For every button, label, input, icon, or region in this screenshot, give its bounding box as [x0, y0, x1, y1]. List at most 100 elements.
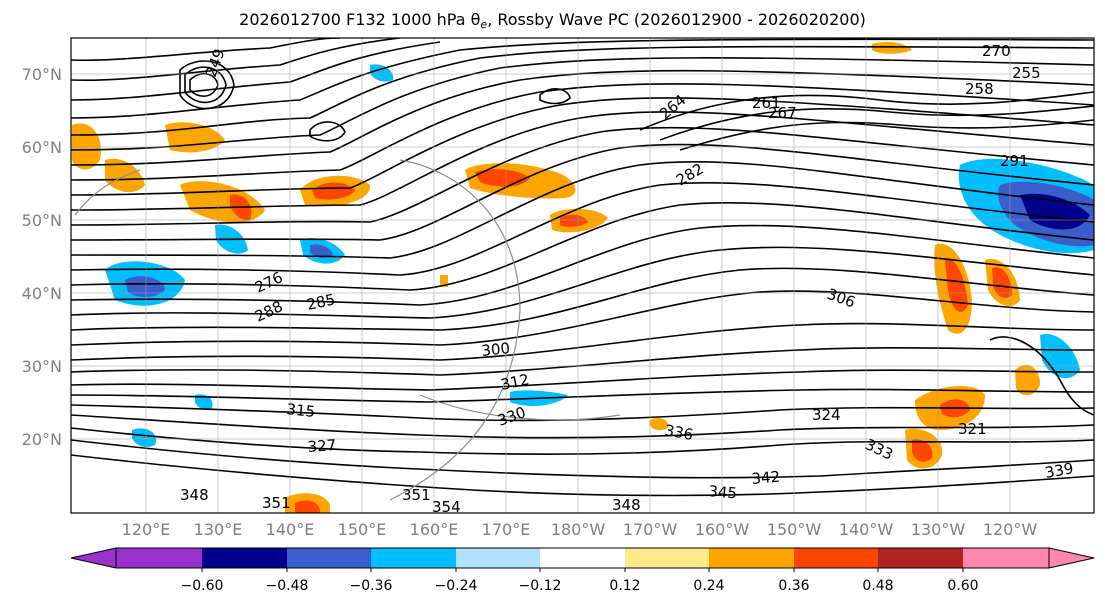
- anomaly-blob: [310, 244, 333, 258]
- contour-label: 321: [958, 420, 987, 438]
- colorbar-bin: [202, 548, 287, 568]
- lon-label: 120°W: [983, 520, 1038, 539]
- contour-line: [71, 97, 1094, 196]
- lat-label: 70°N: [22, 65, 62, 84]
- contour-label: 255: [1012, 64, 1041, 82]
- contour-line: [71, 38, 341, 62]
- colorbar-tick-label: 0.60: [947, 578, 978, 594]
- colorbar-min-extend: [70, 547, 117, 569]
- anomaly-blob: [1040, 334, 1080, 379]
- contour-line: [639, 91, 1094, 131]
- colorbar-bin: [794, 548, 878, 568]
- contour-line: [71, 69, 1094, 166]
- anomaly-blob: [650, 417, 669, 431]
- colorbar-bin: [116, 548, 202, 568]
- contour-label: 270: [982, 42, 1011, 60]
- title-prefix: 2026012700 F132 1000 hPa θ: [239, 10, 481, 29]
- contour-line: [71, 290, 1094, 346]
- colorbar-bin: [287, 548, 371, 568]
- gc-arc: [419, 394, 621, 421]
- colorbar-bin: [709, 548, 794, 568]
- anomaly-blob: [945, 259, 968, 312]
- anomaly-blob: [992, 267, 1012, 298]
- lon-label: 170°E: [482, 520, 531, 539]
- contour-label: 315: [286, 400, 316, 421]
- anomaly-blob: [312, 182, 355, 200]
- contour-line: [71, 160, 1094, 259]
- colorbar-bin: [456, 548, 540, 568]
- anomaly-blob: [912, 439, 933, 462]
- anomaly-blob: [440, 275, 448, 287]
- contour-line: [71, 126, 1094, 226]
- contour-label: 351: [402, 486, 431, 504]
- title-suffix: , Rossby Wave PC (2026012900 - 202602020…: [487, 10, 866, 29]
- contour-line: [71, 414, 1094, 439]
- contour-line: [71, 322, 1094, 361]
- contour-line: [179, 60, 235, 110]
- contour-line: [71, 246, 1094, 319]
- title-subscript: e: [480, 18, 488, 31]
- contour-line: [71, 57, 1094, 151]
- lon-label: 130°E: [194, 520, 243, 539]
- anomaly-blob: [1020, 193, 1090, 230]
- lon-label: 160°E: [410, 520, 459, 539]
- anomaly-blob: [560, 214, 588, 227]
- anomaly-blob: [872, 42, 912, 54]
- colorbar: −0.60 −0.48 −0.36 −0.24 −0.12 0.12 0.24 …: [70, 547, 1095, 594]
- gc-arc: [74, 169, 141, 216]
- contour-line: [71, 143, 1094, 241]
- anomaly-blob: [195, 394, 213, 410]
- contour-line: [539, 88, 571, 105]
- lon-label: 170°W: [623, 520, 678, 539]
- anomaly-blob: [370, 64, 394, 82]
- contour-label: 258: [965, 80, 994, 98]
- contour-line: [71, 38, 401, 82]
- colorbar-tick-label: −0.48: [266, 578, 309, 594]
- contour-label: 291: [1000, 152, 1029, 170]
- contour-label: 267: [768, 104, 797, 122]
- contour-label: 348: [612, 496, 641, 514]
- contour-label: 285: [305, 290, 337, 314]
- lat-label: 40°N: [22, 284, 62, 303]
- anomaly-blob: [125, 276, 165, 297]
- colorbar-tick-label: 0.24: [693, 578, 724, 594]
- contour-line: [71, 369, 1094, 391]
- lon-label: 140°W: [839, 520, 894, 539]
- contour-label: 324: [812, 406, 841, 424]
- contour-line: [71, 439, 1094, 479]
- lon-label: 150°W: [767, 520, 822, 539]
- colorbar-tick-label: −0.24: [435, 578, 478, 594]
- anomaly-blob: [132, 428, 156, 448]
- contour-label: 312: [499, 370, 531, 394]
- contour-label: 300: [481, 339, 511, 360]
- theta-e-contours: [71, 38, 1094, 497]
- anomaly-blob: [1015, 365, 1040, 396]
- colorbar-bin: [371, 548, 456, 568]
- gc-arc: [389, 159, 521, 501]
- contour-line: [659, 105, 1094, 141]
- contour-line: [71, 404, 1094, 422]
- colorbar-tick-label: 0.36: [778, 578, 809, 594]
- great-circle-arcs: [74, 159, 621, 501]
- contour-label: 354: [432, 498, 461, 516]
- contour-line: [184, 66, 227, 104]
- contour-line: [989, 336, 1094, 416]
- contour-label: 351: [262, 494, 291, 512]
- contour-line: [71, 346, 1094, 376]
- lon-label: 140°E: [266, 520, 315, 539]
- gridlines: [71, 38, 1094, 513]
- colorbar-frame: [115, 547, 1050, 569]
- colorbar-bin: [540, 548, 625, 568]
- colorbar-tick-label: 0.12: [609, 578, 640, 594]
- contour-line: [71, 201, 1094, 291]
- lon-label: 130°W: [911, 520, 966, 539]
- lon-label: 120°E: [122, 520, 171, 539]
- contour-line: [71, 388, 1094, 403]
- colorbar-bin: [878, 548, 963, 568]
- lon-label: 150°E: [338, 520, 387, 539]
- contour-label: 348: [180, 486, 209, 504]
- colorbar-bin: [625, 548, 709, 568]
- lat-label: 20°N: [22, 430, 62, 449]
- contour-line: [309, 121, 346, 142]
